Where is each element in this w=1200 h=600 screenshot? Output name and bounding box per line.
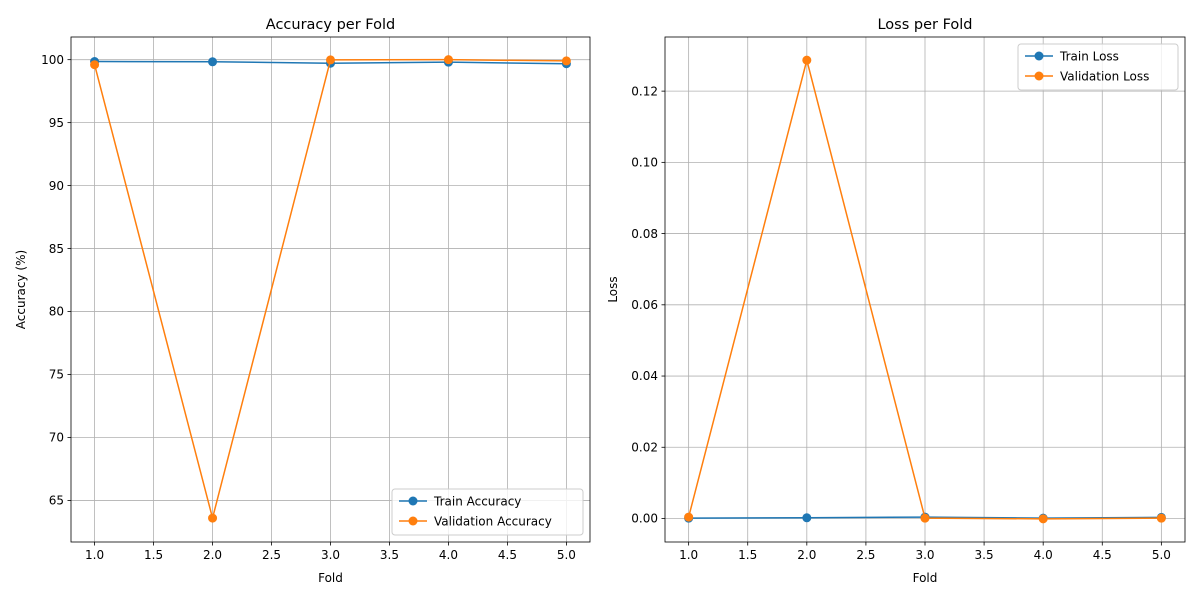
validation-accuracy-point <box>326 55 335 65</box>
legend: Train Loss Validation Loss <box>1017 43 1179 91</box>
x-tick-label: 2.0 <box>797 548 816 562</box>
legend-label: Validation Accuracy <box>434 514 552 528</box>
axes-frame <box>70 36 591 543</box>
y-tick-label: 0.02 <box>631 440 658 454</box>
x-tick-label: 5.0 <box>557 548 576 562</box>
x-tick-label: 5.0 <box>1152 548 1171 562</box>
x-tick-label: 3.0 <box>321 548 340 562</box>
validation-accuracy-point <box>208 513 218 523</box>
validation-accuracy-point <box>561 56 571 66</box>
x-tick-label: 2.5 <box>856 548 875 562</box>
chart-title: Loss per Fold <box>877 17 972 33</box>
validation-loss-point <box>684 512 694 522</box>
x-tick-label: 2.5 <box>262 548 281 562</box>
x-tick-label: 1.5 <box>144 548 163 562</box>
validation-loss-point <box>920 513 930 523</box>
y-axis-label: Loss <box>606 276 620 302</box>
x-axis-label: Fold <box>318 571 343 585</box>
legend-box <box>1017 43 1179 91</box>
validation-loss-point <box>802 55 812 65</box>
validation-loss-point <box>1156 513 1166 523</box>
train-loss-point <box>802 513 812 523</box>
legend-box <box>391 488 584 536</box>
y-tick-label: 65 <box>49 494 64 508</box>
x-tick-label: 4.0 <box>439 548 458 562</box>
legend-marker <box>1034 51 1044 61</box>
validation-accuracy-point <box>90 60 100 70</box>
x-tick-label: 3.5 <box>380 548 399 562</box>
x-tick-label: 3.0 <box>915 548 934 562</box>
legend-label: Train Accuracy <box>433 494 521 508</box>
validation-accuracy-point <box>443 55 453 65</box>
x-tick-label: 4.0 <box>1034 548 1053 562</box>
x-tick-label: 4.5 <box>498 548 517 562</box>
train-accuracy-point <box>208 57 218 67</box>
y-tick-label: 0.10 <box>631 156 658 170</box>
y-tick-label: 95 <box>49 116 64 130</box>
x-tick-label: 2.0 <box>203 548 222 562</box>
validation-loss-point <box>1038 514 1048 524</box>
x-axis-label: Fold <box>913 571 938 585</box>
legend-label: Train Loss <box>1059 49 1119 63</box>
y-tick-label: 0.00 <box>631 512 658 526</box>
chart-title: Accuracy per Fold <box>266 17 395 33</box>
x-tick-label: 1.0 <box>679 548 698 562</box>
y-tick-label: 0.08 <box>631 227 658 241</box>
y-tick-label: 85 <box>49 242 64 256</box>
y-tick-label: 0.06 <box>631 298 658 312</box>
y-tick-label: 75 <box>49 368 64 382</box>
legend: Train Accuracy Validation Accuracy <box>391 488 584 536</box>
loss-chart-panel: 1.0 1.5 2.0 2.5 3.0 3.5 4.0 4.5 5.0 0.00 0.02 0.04 0… <box>606 17 1186 585</box>
legend-marker <box>408 496 418 506</box>
axes-frame <box>664 36 1186 543</box>
accuracy-chart-panel: 1.0 1.5 2.0 2.5 3.0 3.5 4.0 4.5 5.0 65 70 75 80 85 90 9… <box>14 17 591 585</box>
legend-marker <box>1034 71 1044 81</box>
x-tick-label: 1.0 <box>85 548 104 562</box>
y-tick-label: 100 <box>41 53 64 67</box>
legend-marker <box>408 516 418 526</box>
y-axis-label: Accuracy (%) <box>14 250 28 329</box>
y-tick-label: 0.04 <box>631 369 658 383</box>
x-tick-label: 3.5 <box>975 548 994 562</box>
y-tick-label: 0.12 <box>631 84 658 98</box>
y-tick-label: 70 <box>49 431 64 445</box>
y-tick-label: 80 <box>49 305 64 319</box>
y-tick-label: 90 <box>49 179 64 193</box>
x-tick-label: 4.5 <box>1093 548 1112 562</box>
legend-label: Validation Loss <box>1060 69 1149 83</box>
x-tick-label: 1.5 <box>738 548 757 562</box>
